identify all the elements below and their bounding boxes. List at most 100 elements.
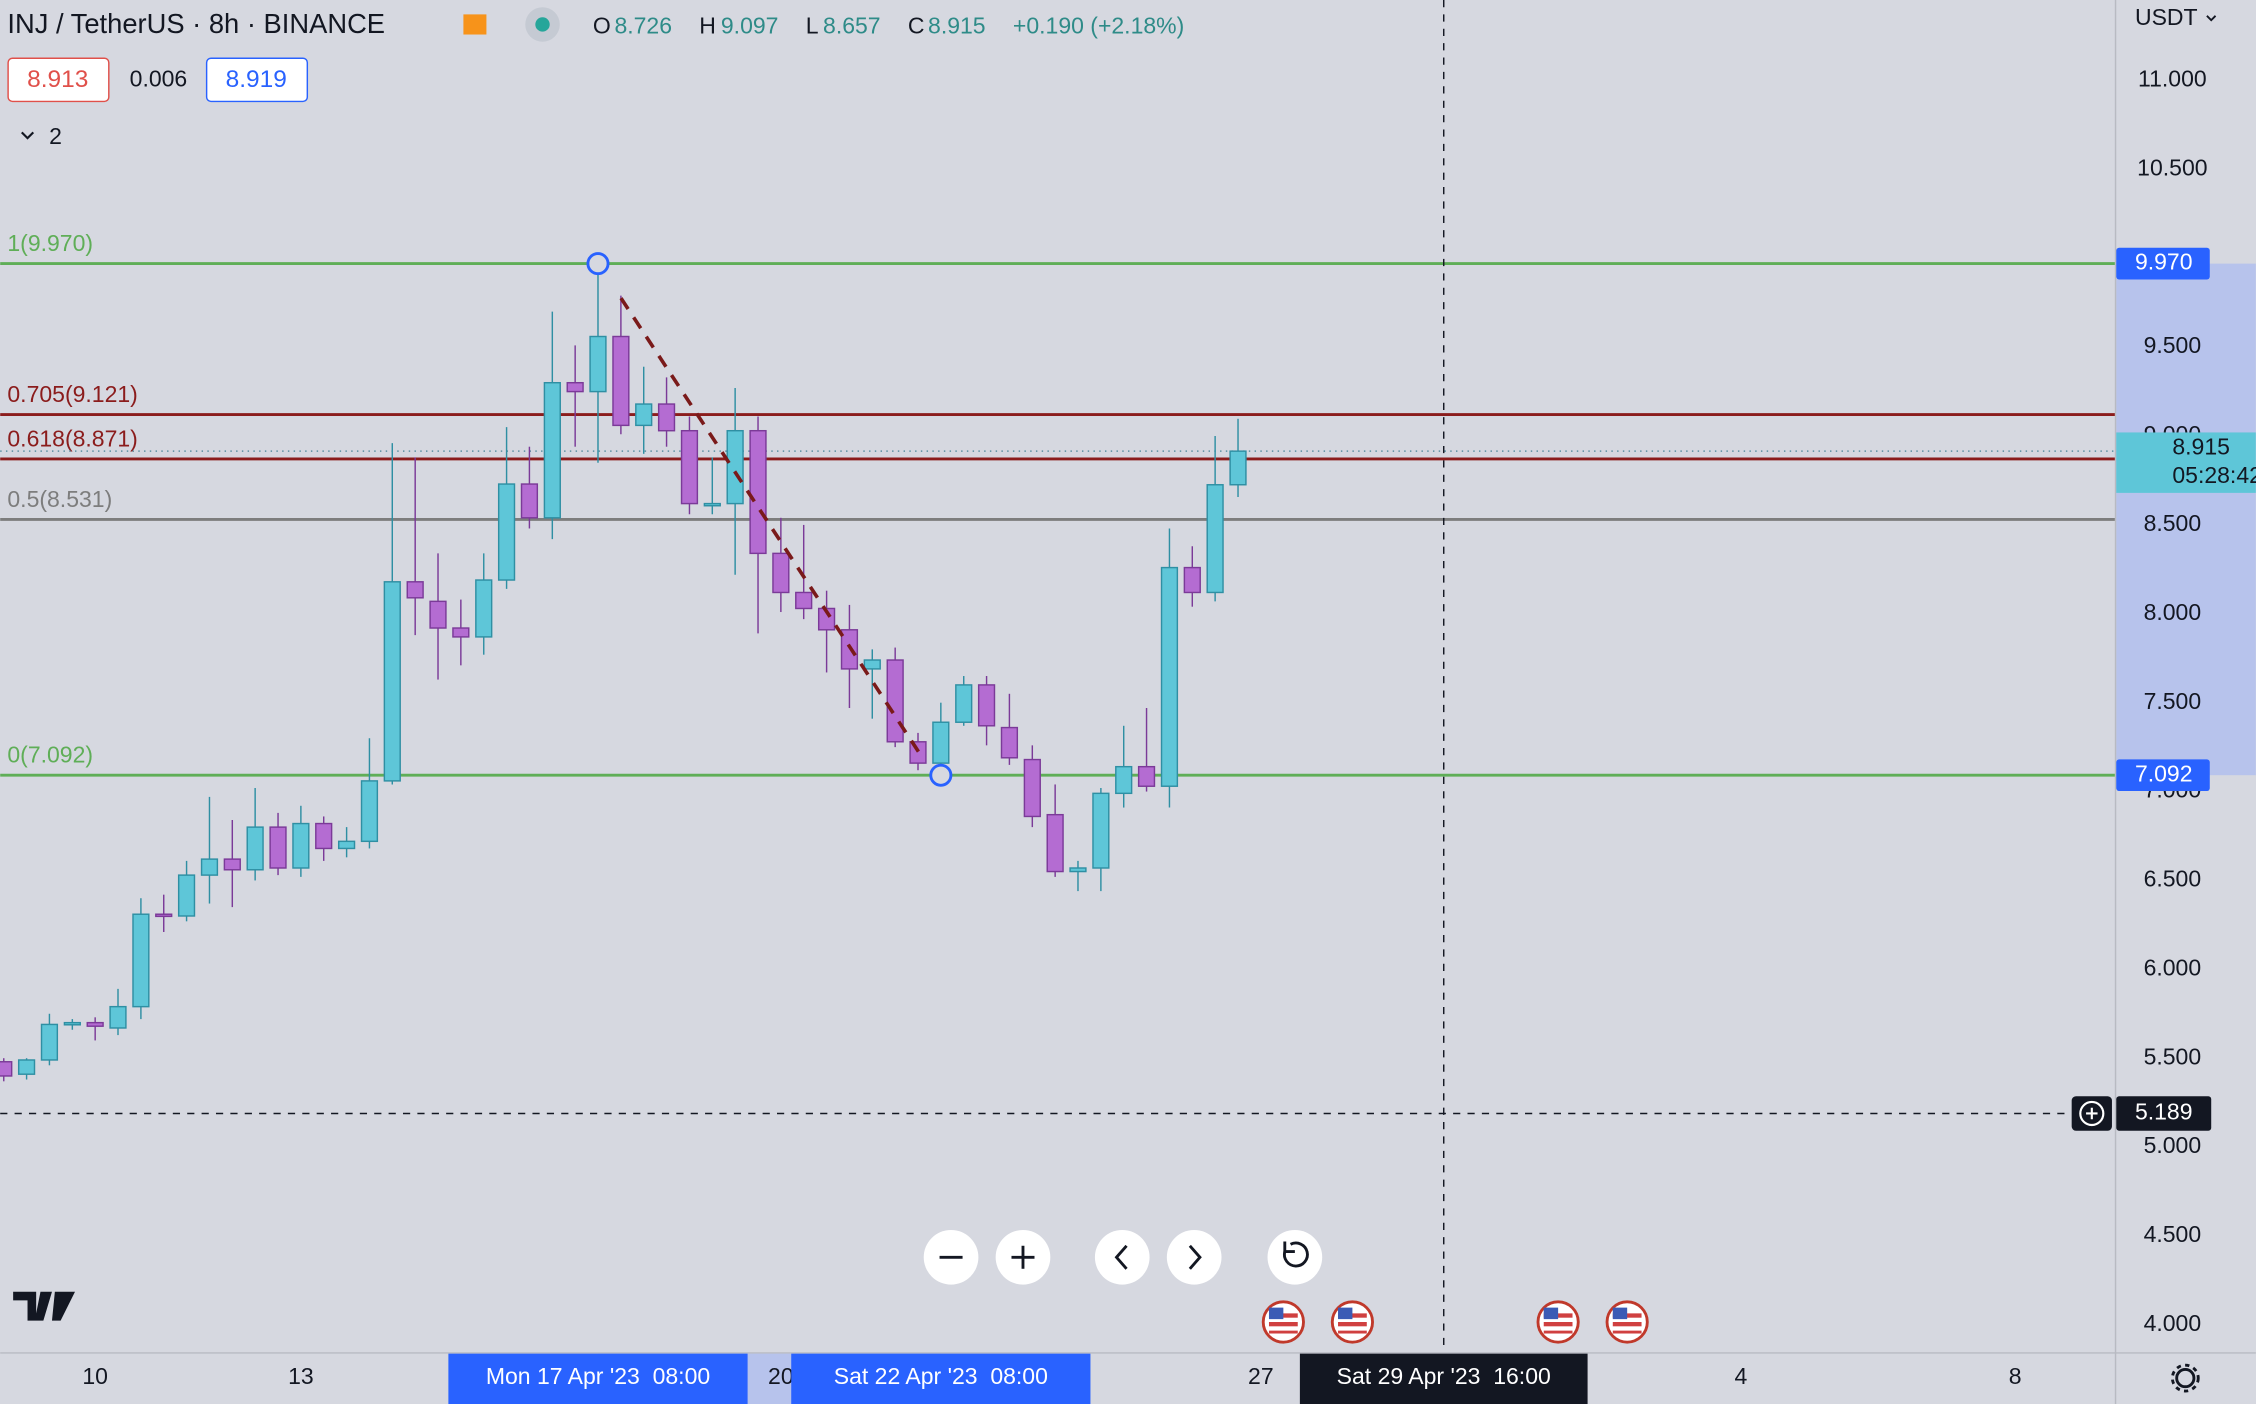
status-dot <box>535 17 550 32</box>
zoom-in-button[interactable] <box>995 1229 1051 1285</box>
candle-body <box>886 659 904 743</box>
candle-body <box>1092 792 1110 869</box>
fib-label: 0(7.092) <box>7 742 93 768</box>
add-alert-button[interactable] <box>2071 1096 2112 1131</box>
candle-body <box>749 429 767 555</box>
ohlc-label: H <box>699 12 716 38</box>
bid[interactable]: 8.913 <box>27 66 88 93</box>
scroll-right-button[interactable] <box>1166 1229 1222 1285</box>
currency[interactable]: USDT <box>2135 4 2198 30</box>
candle-body <box>1206 484 1224 594</box>
x-tick-label: 20 <box>768 1363 794 1389</box>
candle-body <box>795 591 813 610</box>
x-highlight <box>791 1353 1091 1404</box>
candle-body <box>955 684 973 723</box>
flag-icon <box>463 14 487 35</box>
y-tick-label: 9.500 <box>2144 332 2202 358</box>
candle-body <box>17 1059 36 1075</box>
y-tick-label: 5.500 <box>2144 1043 2202 1069</box>
axis-range <box>2116 263 2256 776</box>
fib-label: 0.705(9.121) <box>7 381 137 407</box>
candle-body <box>200 858 219 876</box>
y-tick-label: 4.500 <box>2144 1221 2202 1247</box>
candle-body <box>406 581 424 599</box>
x-tick-label: 27 <box>1248 1363 1274 1389</box>
y-tick-label: 5.000 <box>2144 1132 2202 1158</box>
zoom-out-button[interactable] <box>923 1229 979 1285</box>
candle-body <box>1115 765 1133 795</box>
y-tick-label: 7.500 <box>2144 688 2202 714</box>
settings-icon[interactable] <box>2170 1363 2200 1393</box>
collapse-icon[interactable] <box>21 131 35 140</box>
currency-chevron[interactable] <box>2206 15 2217 22</box>
event-icons[interactable] <box>1261 1300 1649 1344</box>
y-tick-label: 6.000 <box>2144 954 2202 980</box>
candle-body <box>612 335 630 427</box>
candle-body <box>726 429 744 505</box>
ask-box[interactable] <box>205 57 309 103</box>
countdown: 05:28:42 <box>2172 462 2256 488</box>
candle-body <box>86 1021 104 1027</box>
y-tick-label: 8.500 <box>2144 510 2202 536</box>
bid-box[interactable] <box>7 57 110 103</box>
y-tick-label: 4.000 <box>2144 1310 2202 1336</box>
candle-body <box>497 483 516 581</box>
reset-button[interactable] <box>1267 1229 1323 1285</box>
candle-body <box>63 1021 81 1026</box>
logo <box>13 1291 76 1321</box>
candle-body <box>292 822 310 869</box>
under-layer <box>2116 263 2256 776</box>
price-tag <box>2116 759 2210 792</box>
ohlc-label: O <box>593 12 611 38</box>
candle-body <box>337 840 356 850</box>
candle-body <box>635 403 653 427</box>
price-tag <box>2116 247 2210 280</box>
candle-body <box>772 552 790 594</box>
ohlc-value: 8.726 <box>614 12 672 38</box>
candle-body <box>40 1023 59 1061</box>
x-highlight-label: Mon 17 Apr '23 08:00 <box>486 1363 710 1389</box>
price-tag-label: 7.092 <box>2135 760 2193 786</box>
candle-body <box>177 874 196 917</box>
candle-body <box>0 1061 13 1077</box>
fib-label: 0.5(8.531) <box>7 486 112 512</box>
ohlc-value: 8.657 <box>823 12 881 38</box>
scroll-left-button[interactable] <box>1094 1229 1150 1285</box>
crosshair-x-label: Sat 29 Apr '23 16:00 <box>1337 1363 1551 1389</box>
y-tick-label: 6.500 <box>2144 866 2202 892</box>
candle-body <box>1023 758 1041 818</box>
ohlc-value: 9.097 <box>721 12 779 38</box>
current-price-tag <box>2116 432 2256 493</box>
y-tick-label: 10.500 <box>2137 154 2207 180</box>
candle-body <box>246 826 264 871</box>
ask[interactable]: 8.919 <box>226 66 287 93</box>
candle-body <box>1137 765 1156 787</box>
candle-body <box>1069 867 1087 873</box>
candle-body <box>657 403 676 432</box>
candle-body <box>863 659 881 670</box>
x-tick-label: 4 <box>1734 1363 1747 1389</box>
crosshair-y-tag <box>2116 1096 2212 1131</box>
add-alert-plus <box>2086 1107 2098 1120</box>
ohlc-label: L <box>806 12 819 38</box>
ohlc-value: 8.915 <box>928 12 986 38</box>
candle-body <box>977 684 996 727</box>
candle-body <box>589 335 607 393</box>
candle-body <box>452 627 470 638</box>
change: +0.190 (+2.18%) <box>1013 12 1184 38</box>
x-tick-label: 10 <box>82 1363 108 1389</box>
candle-body <box>383 581 401 782</box>
x-highlight <box>448 1353 748 1404</box>
fib-anchor <box>929 763 953 787</box>
x-tick-label: 8 <box>2009 1363 2022 1389</box>
chart-title: INJ / TetherUS · 8h · BINANCE <box>7 8 385 39</box>
fib-anchor <box>586 252 610 276</box>
candle-body <box>360 780 379 843</box>
y-tick-label: 8.000 <box>2144 599 2202 625</box>
x-highlight-label: Sat 22 Apr '23 08:00 <box>834 1363 1048 1389</box>
candle-body <box>223 858 241 871</box>
indicator-count[interactable]: 2 <box>49 123 62 149</box>
candle-body <box>1046 813 1064 873</box>
